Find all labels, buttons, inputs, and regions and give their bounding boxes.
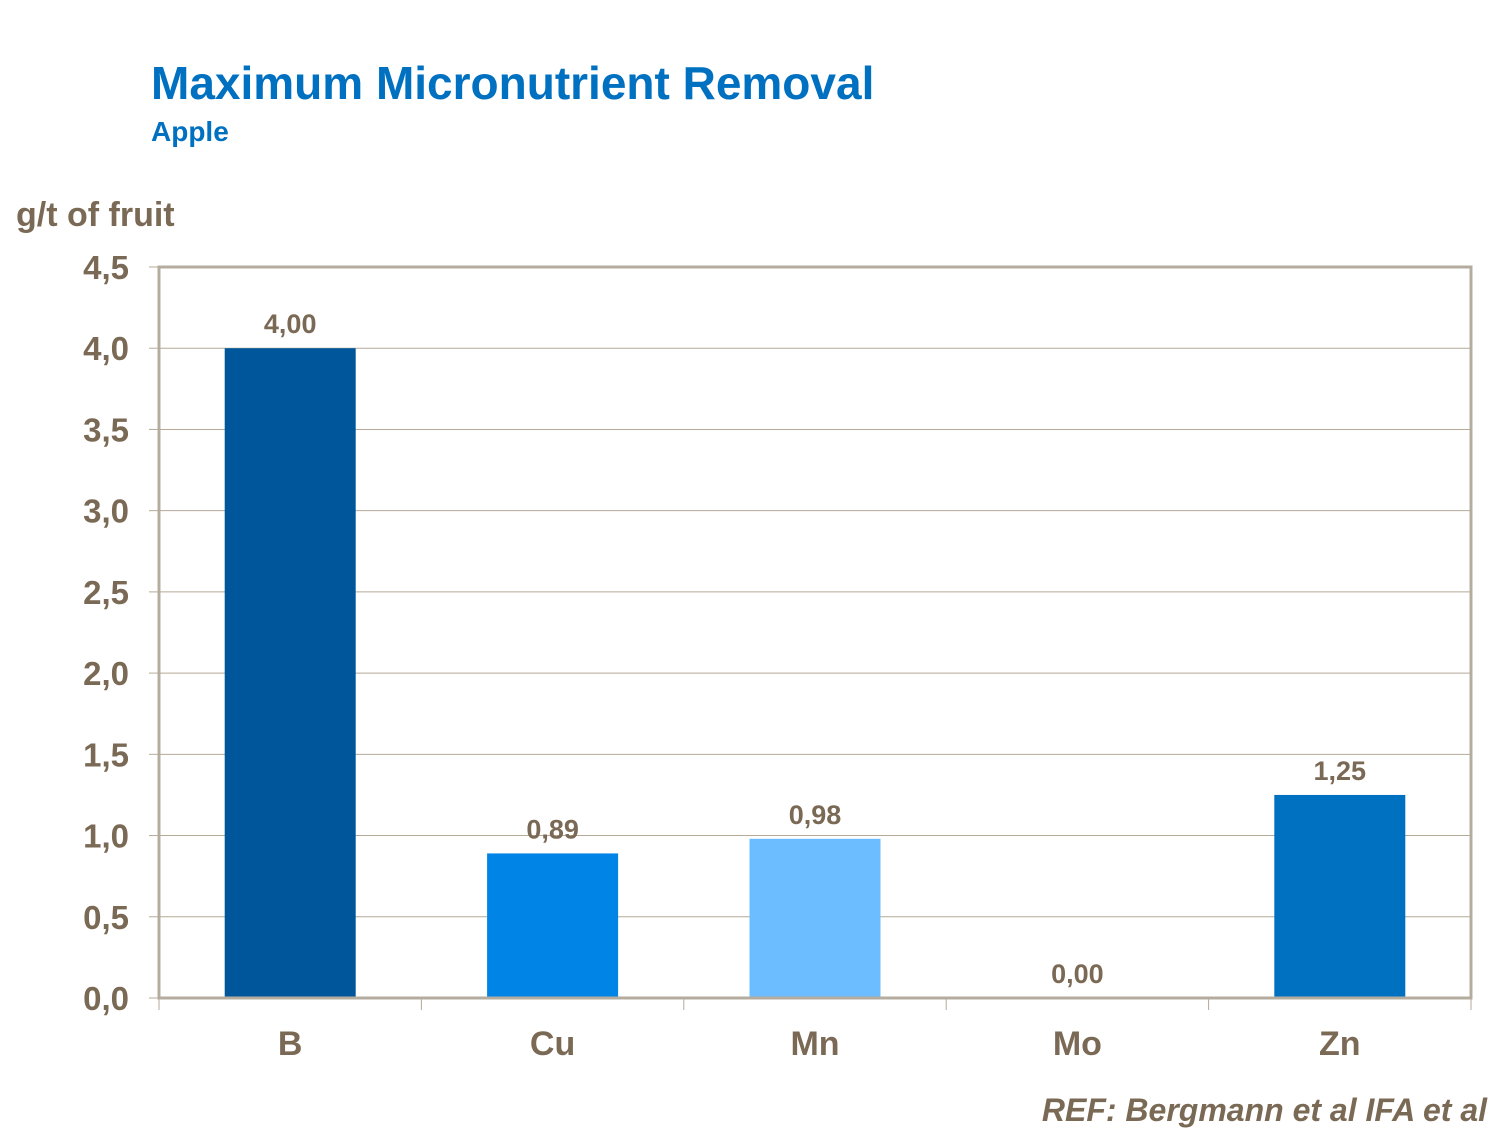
y-tick-label: 4,5	[83, 249, 129, 286]
source-reference: REF: Bergmann et al IFA et al	[1041, 1092, 1487, 1128]
chart-subtitle: Apple	[151, 116, 229, 147]
y-tick-label: 1,0	[83, 818, 129, 855]
y-axis-label: g/t of fruit	[16, 196, 175, 234]
bar-zn	[1274, 794, 1406, 998]
bar-mn	[749, 838, 881, 998]
data-label: 4,00	[264, 309, 317, 339]
x-tick-label: Cu	[530, 1025, 575, 1063]
data-label: 1,25	[1314, 756, 1367, 786]
y-tick-label: 0,0	[83, 980, 129, 1017]
x-tick-label: Mo	[1053, 1025, 1102, 1063]
data-label: 0,00	[1051, 959, 1104, 989]
y-tick-label: 0,5	[83, 899, 129, 936]
data-label: 0,89	[526, 814, 579, 844]
y-tick-label: 4,0	[83, 330, 129, 367]
y-tick-label: 1,5	[83, 736, 129, 773]
x-tick-label: B	[278, 1025, 303, 1063]
y-tick-label: 3,0	[83, 493, 129, 530]
bar-b	[224, 348, 356, 998]
chart-title: Maximum Micronutrient Removal	[151, 57, 875, 109]
x-tick-label: Zn	[1319, 1025, 1361, 1063]
y-tick-label: 2,5	[83, 574, 129, 611]
bar-cu	[487, 853, 619, 998]
y-tick-label: 2,0	[83, 655, 129, 692]
y-tick-label: 3,5	[83, 411, 129, 448]
data-label: 0,98	[789, 800, 842, 830]
x-tick-label: Mn	[790, 1025, 839, 1063]
